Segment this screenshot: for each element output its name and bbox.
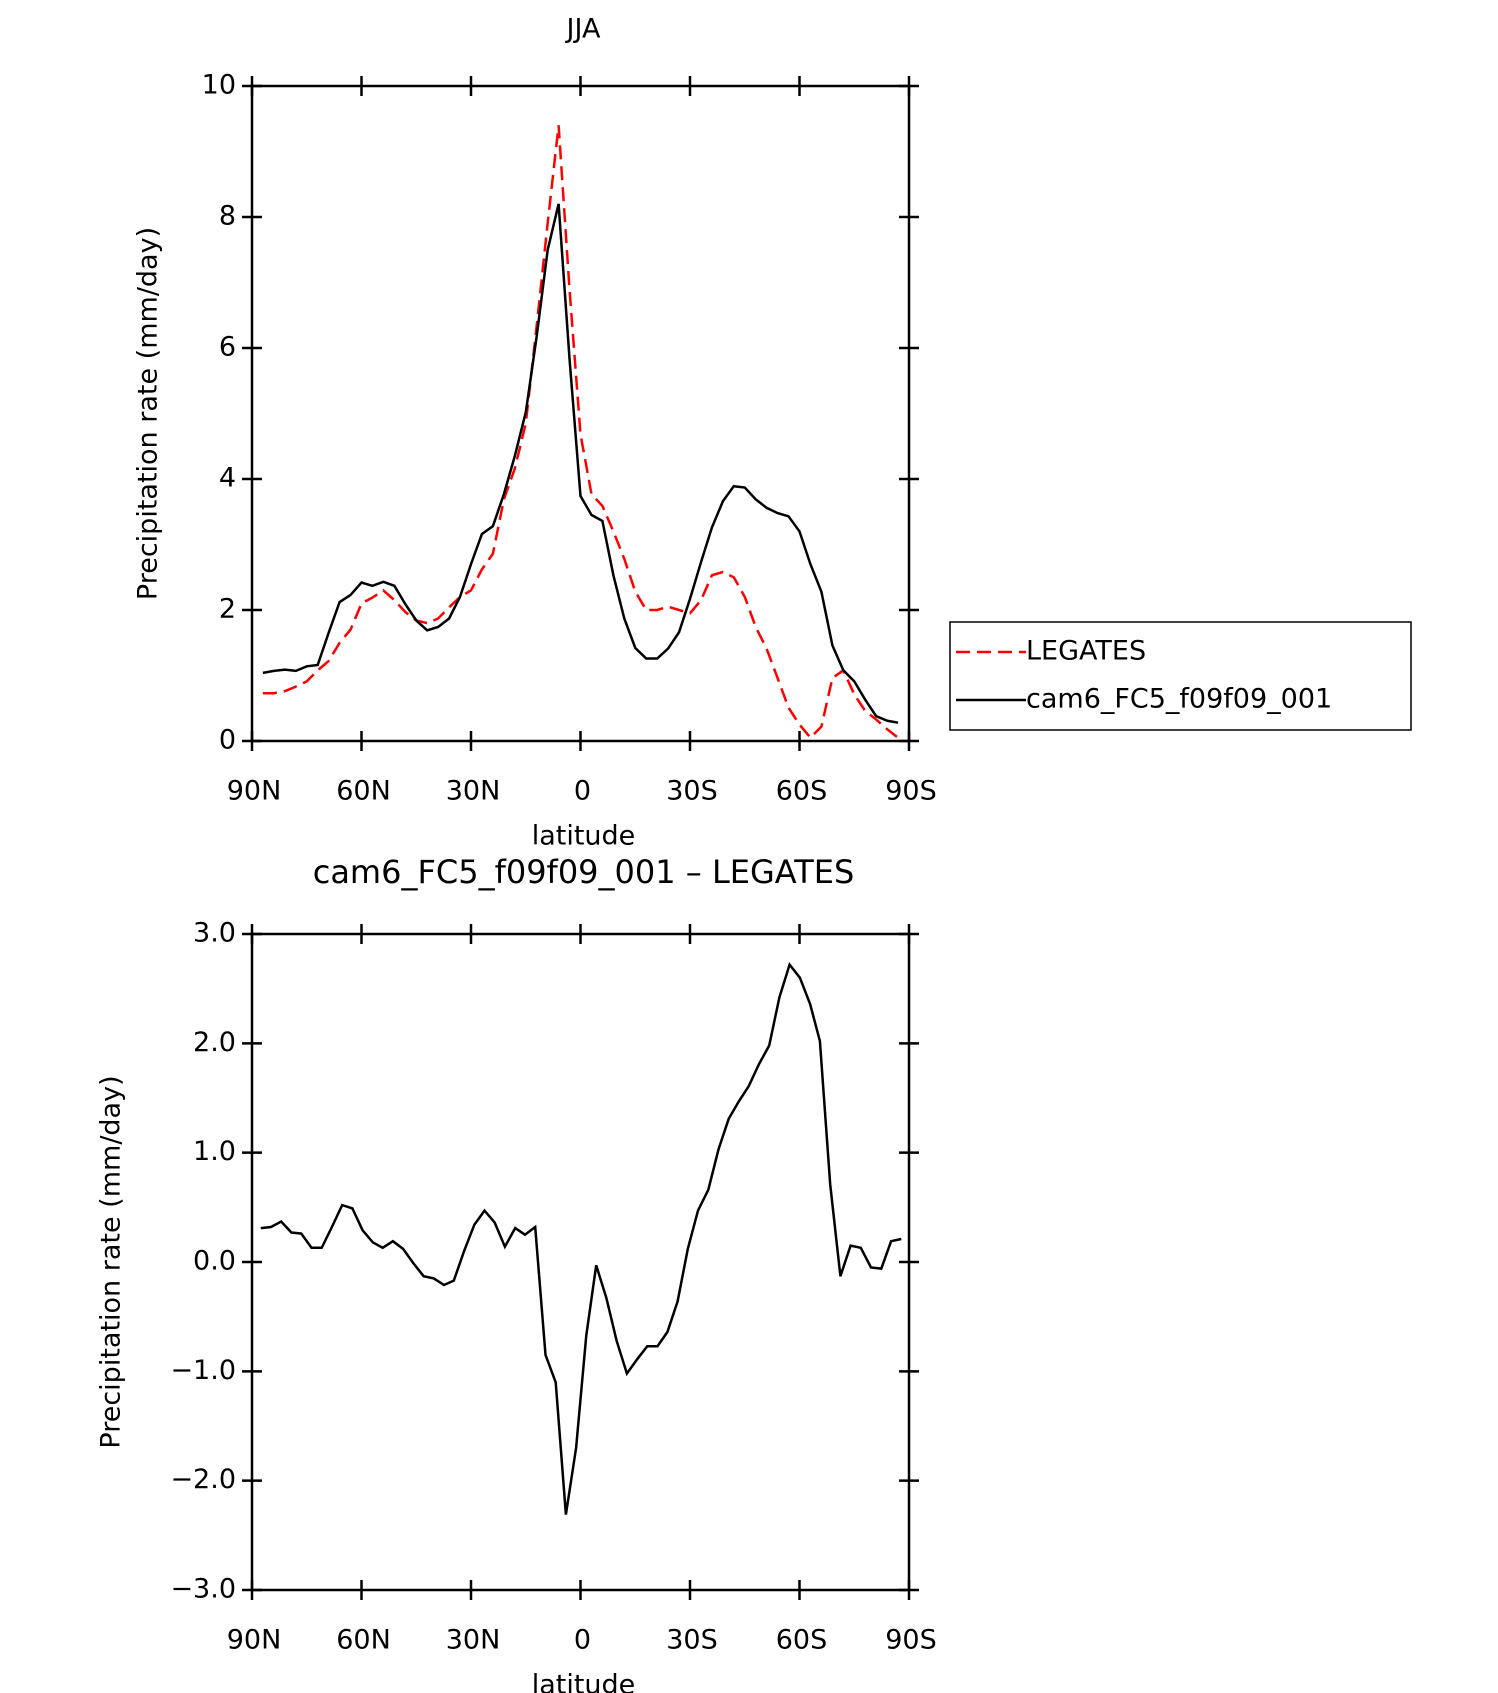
legend-label: LEGATES xyxy=(1026,636,1146,667)
y-tick-label: 8 xyxy=(219,201,236,232)
y-tick-label: 3.0 xyxy=(193,918,236,949)
x-tick-label: 0 xyxy=(574,1625,591,1656)
y-tick-label: −1.0 xyxy=(170,1355,236,1386)
x-axis-label: latitude xyxy=(532,821,636,852)
x-axis-label: latitude xyxy=(532,1670,636,1693)
chart-title: JJA xyxy=(565,14,601,45)
x-tick-label: 90S xyxy=(885,776,937,807)
plot-frame xyxy=(250,84,911,743)
y-tick-label: 0.0 xyxy=(193,1246,236,1277)
y-tick-label: 2 xyxy=(219,594,236,625)
x-tick-label: 30N xyxy=(446,1625,501,1656)
y-tick-label: 10 xyxy=(202,70,236,101)
x-tick-label: 30N xyxy=(446,776,501,807)
legend-box xyxy=(949,621,1412,731)
y-tick-label: 2.0 xyxy=(193,1027,236,1058)
legend-label: cam6_FC5_f09f09_001 xyxy=(1026,684,1332,715)
y-tick-label: −2.0 xyxy=(170,1464,236,1495)
chart-title: cam6_FC5_f09f09_001 – LEGATES xyxy=(313,853,855,891)
x-tick-label: 90N xyxy=(227,1625,282,1656)
x-tick-label: 60N xyxy=(336,776,391,807)
y-axis-label: Precipitation rate (mm/day) xyxy=(96,1075,127,1448)
plot-frame xyxy=(250,932,911,1592)
y-tick-label: −3.0 xyxy=(170,1574,236,1605)
x-tick-label: 90N xyxy=(227,776,282,807)
data-line xyxy=(262,125,899,740)
x-tick-label: 60S xyxy=(776,1625,828,1656)
y-tick-label: 1.0 xyxy=(193,1136,236,1167)
y-tick-label: 6 xyxy=(219,332,236,363)
y-tick-label: 0 xyxy=(219,725,236,756)
x-tick-label: 0 xyxy=(574,776,591,807)
data-line xyxy=(262,203,899,724)
x-tick-label: 90S xyxy=(885,1625,937,1656)
x-tick-label: 30S xyxy=(666,1625,718,1656)
x-tick-label: 60N xyxy=(336,1625,391,1656)
y-tick-label: 4 xyxy=(219,463,236,494)
y-axis-label: Precipitation rate (mm/day) xyxy=(133,227,164,600)
x-tick-label: 30S xyxy=(666,776,718,807)
data-line xyxy=(260,961,902,1515)
x-tick-label: 60S xyxy=(776,776,828,807)
